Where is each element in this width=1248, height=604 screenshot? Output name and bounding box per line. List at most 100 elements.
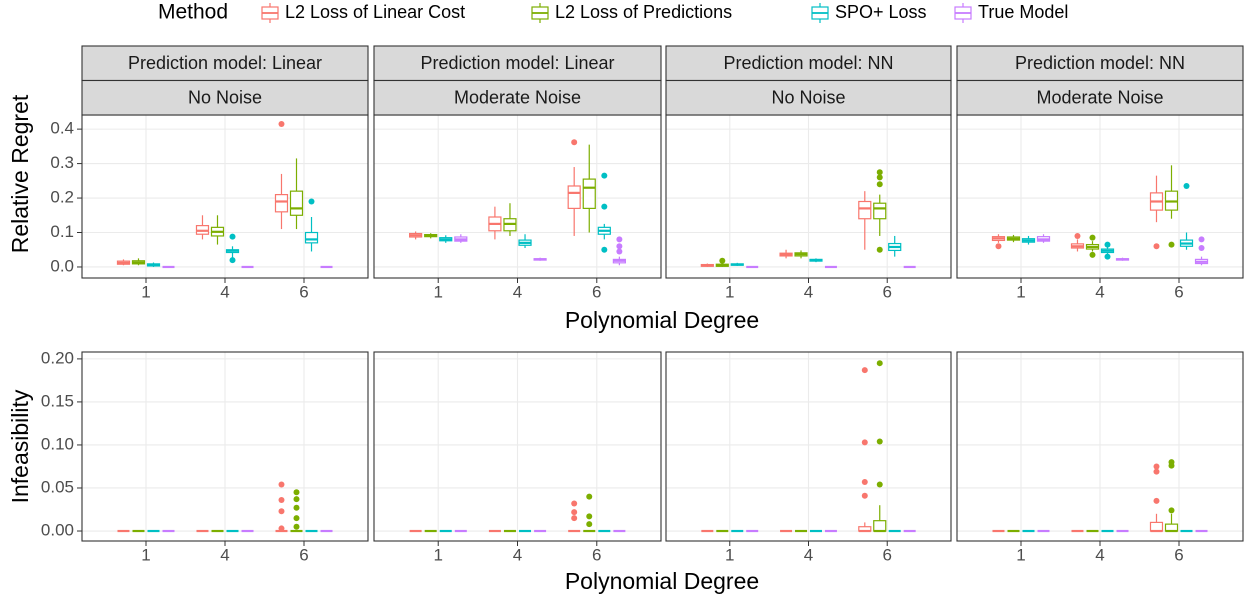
- strip-label: Moderate Noise: [1036, 87, 1163, 107]
- outlier: [1104, 241, 1111, 248]
- outlier: [278, 497, 285, 504]
- outlier: [876, 481, 883, 488]
- outlier: [586, 521, 593, 528]
- x-tick-label: 6: [592, 545, 601, 564]
- legend-label: SPO+ Loss: [835, 2, 927, 22]
- outlier: [616, 236, 623, 243]
- x-tick-label: 1: [433, 282, 442, 301]
- x-tick-label: 6: [1174, 545, 1183, 564]
- outlier: [571, 139, 578, 146]
- y-tick-label: 0.20: [41, 348, 74, 367]
- outlier: [616, 248, 623, 255]
- outlier: [278, 120, 285, 127]
- outlier: [278, 525, 285, 532]
- outlier: [861, 439, 868, 446]
- box: [274, 194, 289, 213]
- outlier: [1074, 232, 1081, 239]
- x-tick-label: 6: [299, 545, 308, 564]
- x-tick-label: 1: [725, 545, 734, 564]
- x-tick-label: 4: [513, 282, 522, 301]
- outlier: [876, 438, 883, 445]
- x-tick-label: 4: [513, 545, 522, 564]
- outlier: [278, 481, 285, 488]
- x-tick-label: 6: [299, 282, 308, 301]
- strip-label: Moderate Noise: [454, 87, 581, 107]
- outlier: [616, 243, 623, 250]
- x-tick-label: 1: [433, 545, 442, 564]
- x-tick-label: 4: [1095, 545, 1104, 564]
- y-tick-label: 0.05: [41, 477, 74, 496]
- strip: [81, 45, 369, 82]
- outlier: [1198, 245, 1205, 252]
- outlier: [586, 513, 593, 520]
- outlier: [229, 257, 236, 264]
- x-tick-label: 1: [1016, 282, 1025, 301]
- outlier: [571, 500, 578, 507]
- outlier: [601, 246, 608, 253]
- y-axis-title: Infeasibility: [7, 389, 33, 503]
- panel-border: [665, 351, 952, 542]
- outlier: [876, 174, 883, 181]
- outlier: [308, 198, 315, 205]
- outlier: [876, 246, 883, 253]
- y-tick-label: 0.0: [50, 256, 74, 275]
- outlier: [1153, 243, 1160, 250]
- outlier: [1198, 236, 1205, 243]
- x-tick-label: 1: [1016, 545, 1025, 564]
- panel-border: [81, 351, 369, 542]
- outlier: [1104, 253, 1111, 260]
- panel-border: [956, 351, 1244, 542]
- x-axis-title: Polynomial Degree: [565, 568, 759, 594]
- box: [873, 520, 887, 532]
- strip: [373, 45, 662, 82]
- x-tick-label: 4: [1095, 282, 1104, 301]
- outlier: [861, 367, 868, 374]
- outlier: [1168, 241, 1175, 248]
- outlier: [293, 515, 300, 522]
- outlier: [995, 243, 1002, 250]
- y-axis-title: Relative Regret: [7, 94, 33, 253]
- outlier: [1168, 462, 1175, 469]
- outlier: [1168, 507, 1175, 514]
- outlier: [861, 492, 868, 499]
- outlier: [278, 508, 285, 515]
- y-tick-label: 0.15: [41, 391, 74, 410]
- legend-label: True Model: [978, 2, 1068, 22]
- x-tick-label: 4: [804, 282, 813, 301]
- box: [858, 200, 872, 220]
- strip-label: Prediction model: NN: [723, 53, 893, 73]
- box: [289, 190, 304, 216]
- strip-label: Prediction model: Linear: [420, 53, 614, 73]
- outlier: [1153, 463, 1160, 470]
- x-tick-label: 4: [804, 545, 813, 564]
- outlier: [571, 509, 578, 516]
- outlier: [601, 172, 608, 179]
- outlier: [293, 489, 300, 496]
- legend-title: Method: [158, 1, 228, 24]
- box: [1149, 521, 1164, 532]
- outlier: [586, 493, 593, 500]
- box: [567, 185, 581, 209]
- x-tick-label: 4: [220, 282, 229, 301]
- box: [582, 178, 596, 209]
- x-tick-label: 6: [882, 282, 891, 301]
- x-tick-label: 1: [141, 545, 150, 564]
- box: [304, 231, 319, 244]
- legend-label: L2 Loss of Linear Cost: [285, 2, 465, 22]
- outlier: [861, 478, 868, 485]
- outlier: [876, 169, 883, 176]
- outlier: [1153, 497, 1160, 504]
- outlier: [293, 523, 300, 530]
- y-tick-label: 0.3: [50, 153, 74, 172]
- outlier: [571, 515, 578, 522]
- outlier: [293, 496, 300, 503]
- outlier: [1089, 234, 1096, 241]
- strip: [956, 79, 1244, 116]
- y-tick-label: 0.00: [41, 521, 74, 540]
- outlier: [601, 203, 608, 210]
- strip-label: No Noise: [188, 87, 262, 107]
- y-tick-label: 0.4: [50, 119, 74, 138]
- x-tick-label: 1: [141, 282, 150, 301]
- x-tick-label: 6: [592, 282, 601, 301]
